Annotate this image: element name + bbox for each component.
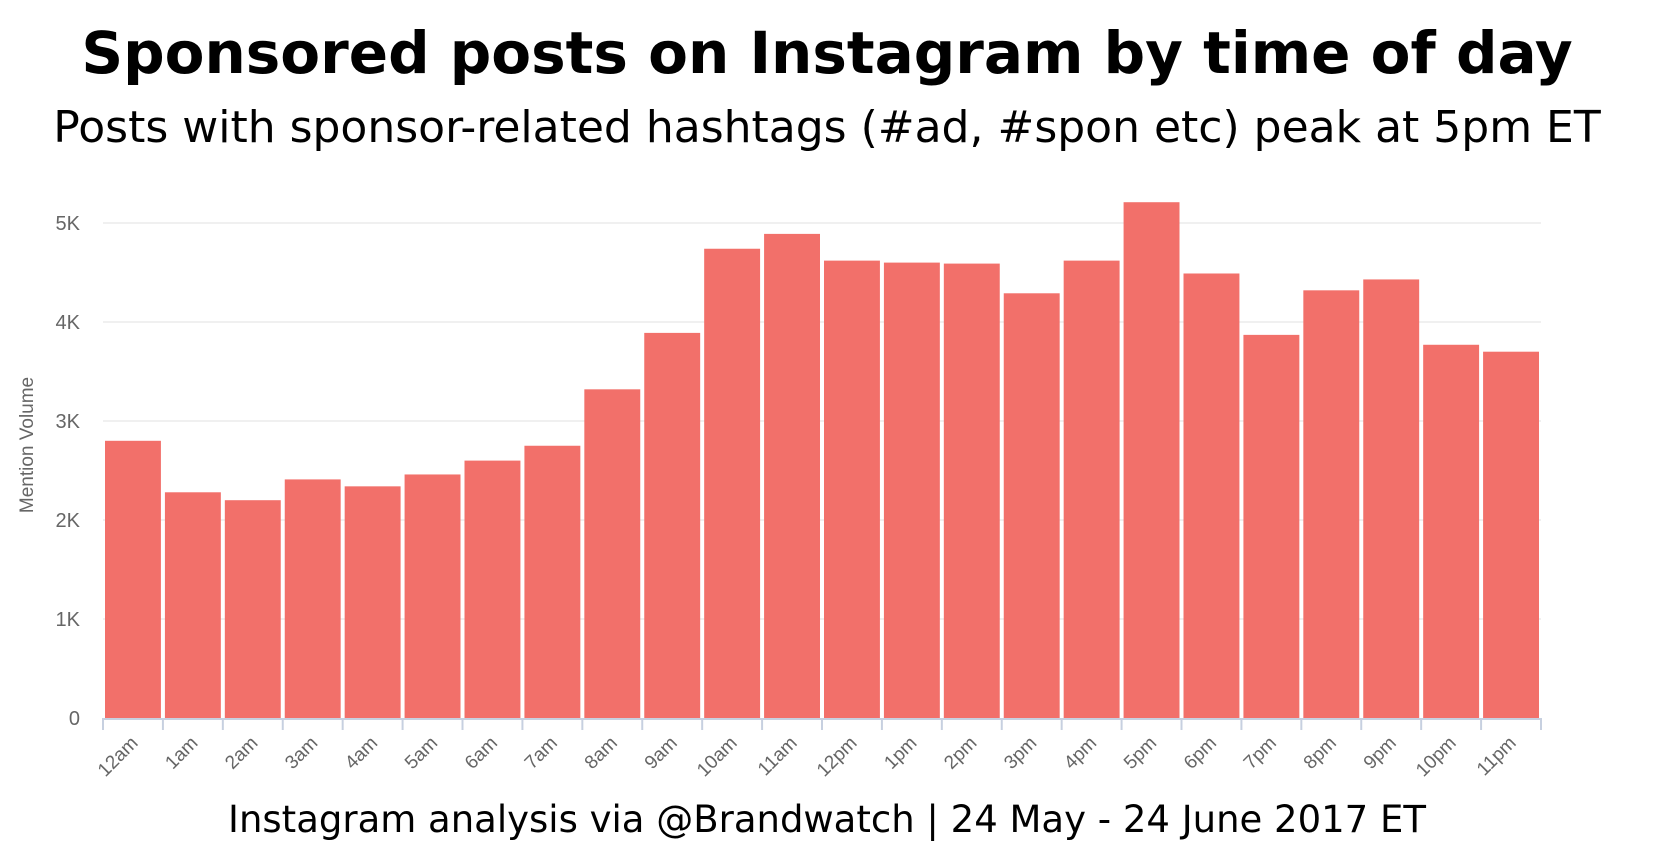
bar-8am[interactable] xyxy=(584,389,641,718)
x-tick-label-8am: 8am xyxy=(581,733,622,774)
x-tick-label-6am: 6am xyxy=(461,733,502,774)
bar-12am[interactable] xyxy=(105,440,161,718)
x-tick-label-7pm: 7pm xyxy=(1240,733,1281,774)
x-tick-label-7am: 7am xyxy=(521,733,562,774)
x-tick-label-1pm: 1pm xyxy=(880,733,921,774)
bar-11pm[interactable] xyxy=(1483,351,1539,718)
x-tick-label-10pm: 10pm xyxy=(1412,733,1460,781)
x-tick-label-6pm: 6pm xyxy=(1180,733,1221,774)
bar-chart: 0 1K 2K 3K 4K 5K 12am 1am 2am 3am 4am 5am 6am 7am 8am… xyxy=(17,202,1542,781)
x-tick-label-2am: 2am xyxy=(221,733,262,774)
bar-4am[interactable] xyxy=(344,486,401,718)
bar-8pm[interactable] xyxy=(1303,290,1360,718)
chart-title: Sponsored posts on Instagram by time of … xyxy=(81,19,1573,87)
bars xyxy=(105,202,1539,719)
bar-2pm[interactable] xyxy=(943,263,1000,718)
x-axis xyxy=(102,718,1542,730)
bar-1pm[interactable] xyxy=(883,262,940,718)
y-axis-title: Mention Volume xyxy=(17,377,38,513)
x-tick-label-12am: 12am xyxy=(94,733,142,781)
bar-4pm[interactable] xyxy=(1063,260,1120,718)
y-tick-label: 2K xyxy=(56,510,81,532)
x-tick-label-5am: 5am xyxy=(401,733,442,774)
x-tick-label-9pm: 9pm xyxy=(1360,733,1401,774)
x-tick-label-12pm: 12pm xyxy=(813,733,861,781)
bar-11am[interactable] xyxy=(764,233,820,718)
y-tick-label: 4K xyxy=(56,312,81,334)
x-tick-label-4am: 4am xyxy=(341,733,382,774)
y-axis-ticks: 0 1K 2K 3K 4K 5K xyxy=(56,213,81,730)
x-tick-label-3am: 3am xyxy=(281,733,322,774)
bar-6am[interactable] xyxy=(464,460,521,718)
bar-7pm[interactable] xyxy=(1243,334,1300,718)
x-tick-label-11pm: 11pm xyxy=(1473,733,1520,780)
bar-2am[interactable] xyxy=(224,500,281,718)
bar-1am[interactable] xyxy=(164,492,221,718)
x-tick-label-4pm: 4pm xyxy=(1060,733,1101,774)
x-tick-label-9am: 9am xyxy=(641,733,682,774)
bar-10pm[interactable] xyxy=(1423,344,1480,718)
bar-3pm[interactable] xyxy=(1003,293,1060,718)
x-tick-label-10am: 10am xyxy=(693,733,741,781)
x-tick-label-3pm: 3pm xyxy=(1000,733,1041,774)
x-tick-label-11am: 11am xyxy=(754,733,801,780)
x-axis-ticks: 12am 1am 2am 3am 4am 5am 6am 7am 8am 9am 10am 11am 1… xyxy=(94,733,1521,781)
y-tick-label: 1K xyxy=(56,609,81,631)
bar-6pm[interactable] xyxy=(1183,273,1240,718)
bar-9am[interactable] xyxy=(644,332,701,718)
y-tick-label: 3K xyxy=(56,411,81,433)
x-tick-label-8pm: 8pm xyxy=(1300,733,1341,774)
bar-5am[interactable] xyxy=(404,474,461,718)
source-footer: Instagram analysis via @Brandwatch | 24 … xyxy=(228,798,1426,841)
x-tick-label-5pm: 5pm xyxy=(1120,733,1161,774)
x-tick-label-2pm: 2pm xyxy=(940,733,981,774)
grid-lines xyxy=(103,222,1541,620)
chart-subtitle: Posts with sponsor-related hashtags (#ad… xyxy=(53,102,1601,153)
y-tick-label: 0 xyxy=(69,708,80,730)
y-tick-label: 5K xyxy=(56,213,81,235)
bar-7am[interactable] xyxy=(524,445,581,718)
bar-12pm[interactable] xyxy=(824,260,880,718)
bar-9pm[interactable] xyxy=(1363,279,1420,718)
bar-3am[interactable] xyxy=(284,479,341,718)
x-tick-label-1am: 1am xyxy=(161,733,202,774)
bar-5pm[interactable] xyxy=(1123,202,1180,718)
bar-10am[interactable] xyxy=(704,248,761,719)
